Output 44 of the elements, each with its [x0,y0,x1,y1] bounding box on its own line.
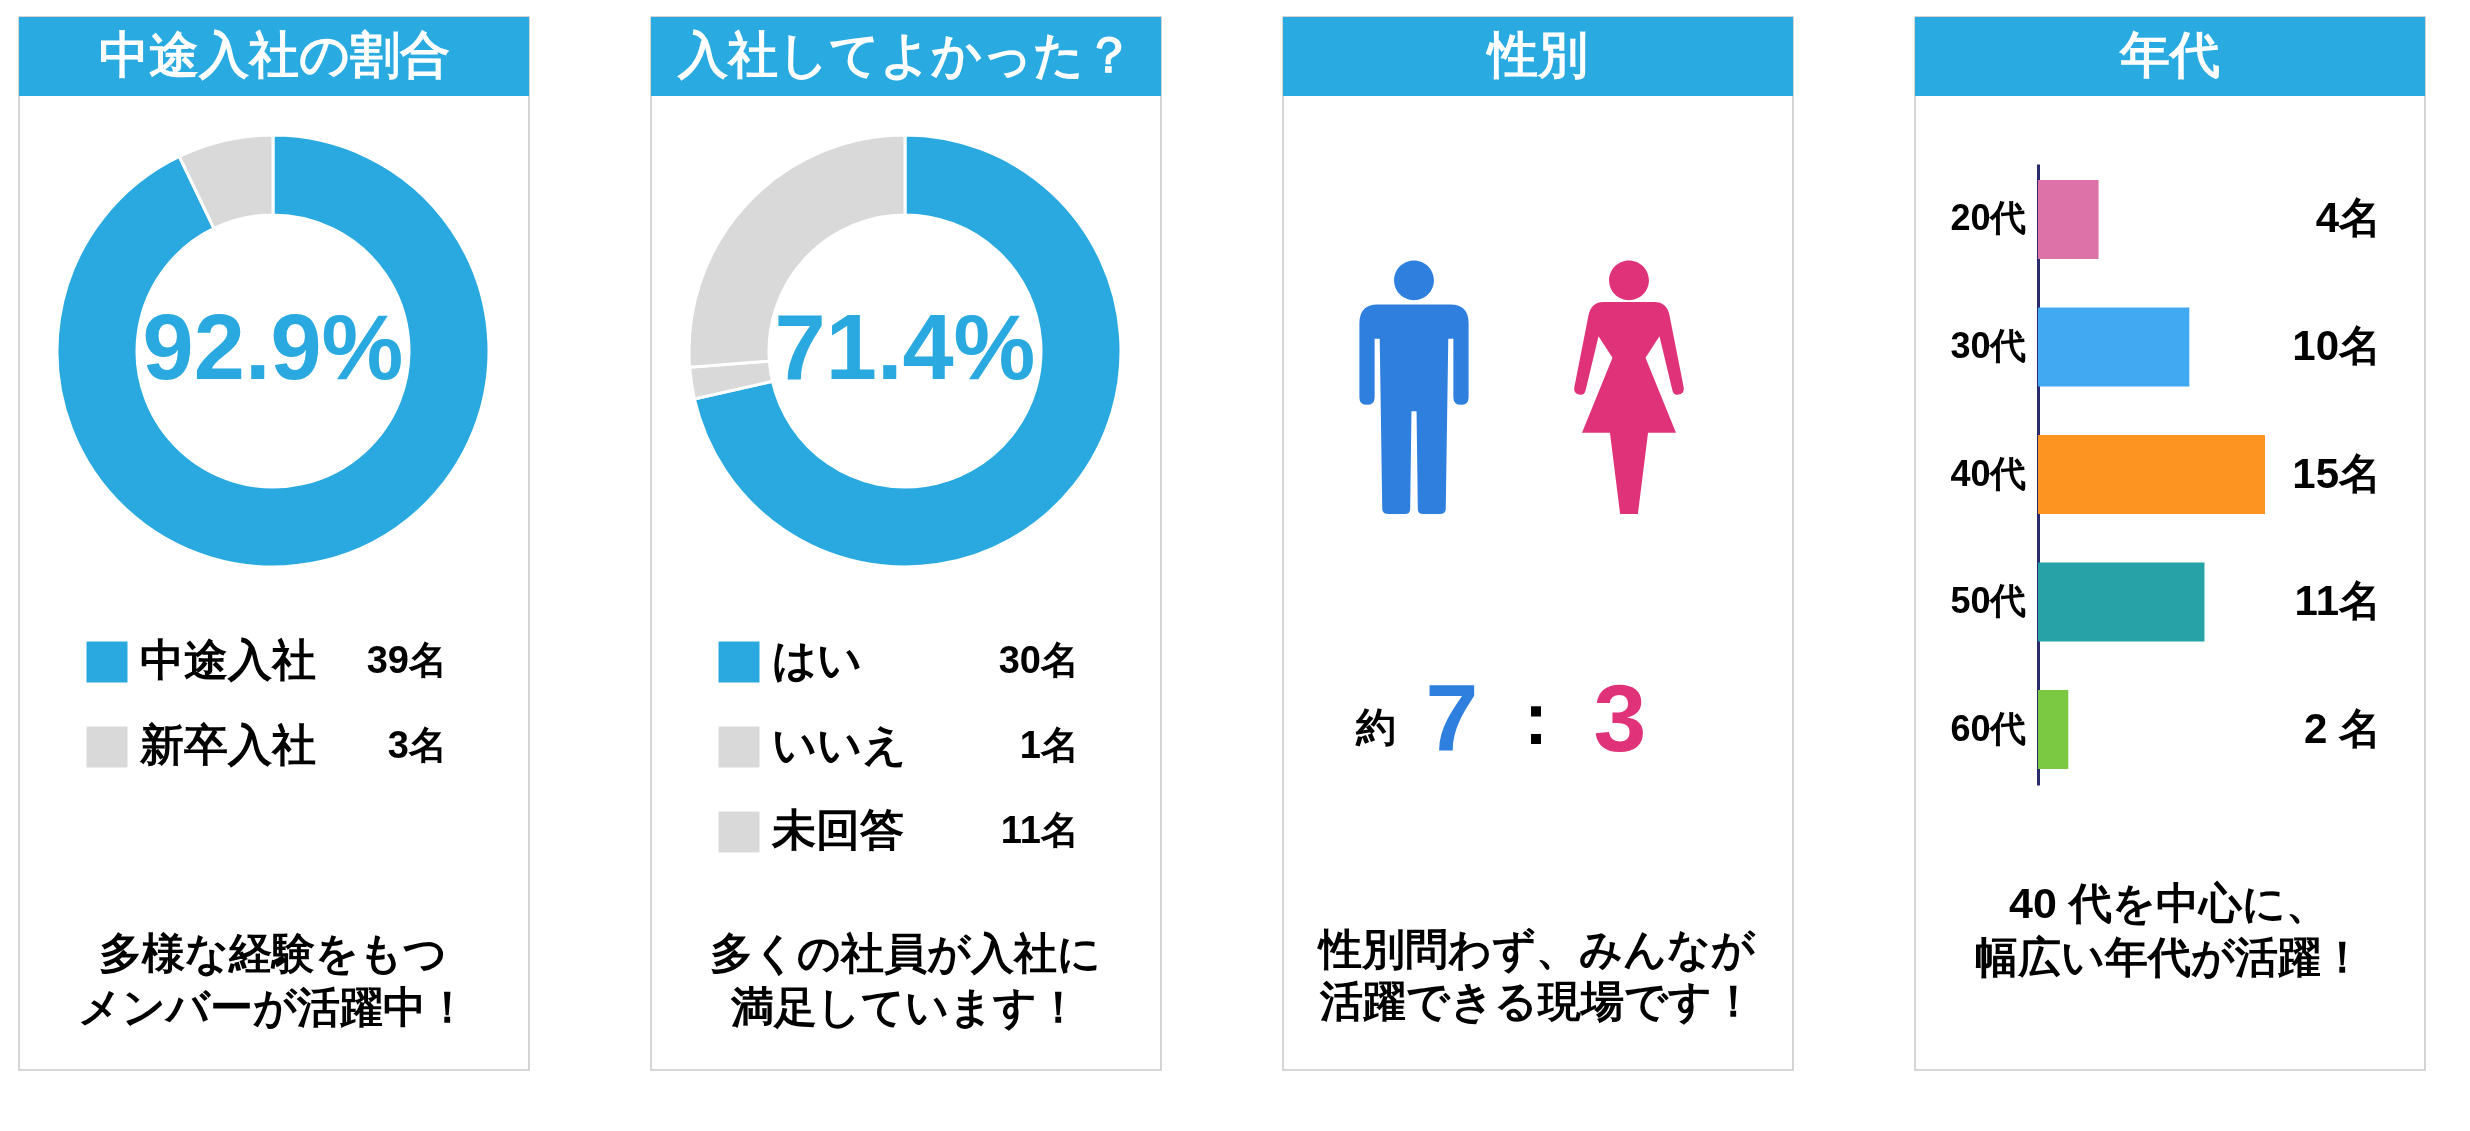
text: ： [1501,680,1571,758]
text: 性別 [1485,27,1588,83]
y-tick-label: 20代 [1950,197,2027,239]
data-label: 4名 [2315,194,2381,242]
chart-title: 中途入社の割合 [98,27,450,83]
legend-label: 未回答 [771,805,904,854]
data-label: 11名 [1000,809,1079,851]
data-label: 3 [1593,665,1647,771]
data-label: 3名 [387,724,447,766]
y-tick-label: 40代 [1950,452,2027,494]
bar [2038,562,2205,642]
data-label: 1名 [1019,724,1079,766]
legend-label: 新卒入社 [139,720,316,769]
legend-label: いいえ [772,720,907,769]
data-label: 39名 [366,639,447,681]
bar [2038,179,2099,259]
data-label: 15名 [2292,449,2381,497]
text: 幅広い年代が活躍！ [1974,933,2364,981]
y-tick-label: 50代 [1950,580,2027,622]
legend-label: 中途入社 [140,635,316,684]
bar [2038,434,2265,515]
bar [2038,690,2069,770]
text: 満足しています！ [729,983,1080,1031]
bar [2038,307,2190,387]
y-tick-label: 60代 [1950,707,2027,749]
data-label: 2 名 [2303,704,2381,752]
text: 多様な経験をもつ [99,929,447,977]
donut-slice [55,133,491,569]
chart-title: 年代 [2118,27,2220,83]
text: 71.4% [774,296,1036,398]
text: 40 代を中心に、 [2009,879,2329,927]
legend-label: はい [772,635,862,684]
data-label: 30名 [998,639,1079,681]
text: 約 [1355,705,1396,749]
text: 多くの社員が入社に [709,929,1101,977]
text: 性別問わず、みんなが [1317,925,1756,974]
text: メンバーが活躍中！ [77,983,469,1031]
y-tick-label: 30代 [1950,324,2027,366]
data-label: 10名 [2292,321,2381,369]
text: 活躍できる現場です！ [1318,977,1755,1025]
data-label: 11名 [2294,577,2381,625]
text: 92.9% [142,296,404,398]
data-label: 7 [1425,665,1479,771]
chart-title: 入社してよかった？ [677,27,1134,83]
